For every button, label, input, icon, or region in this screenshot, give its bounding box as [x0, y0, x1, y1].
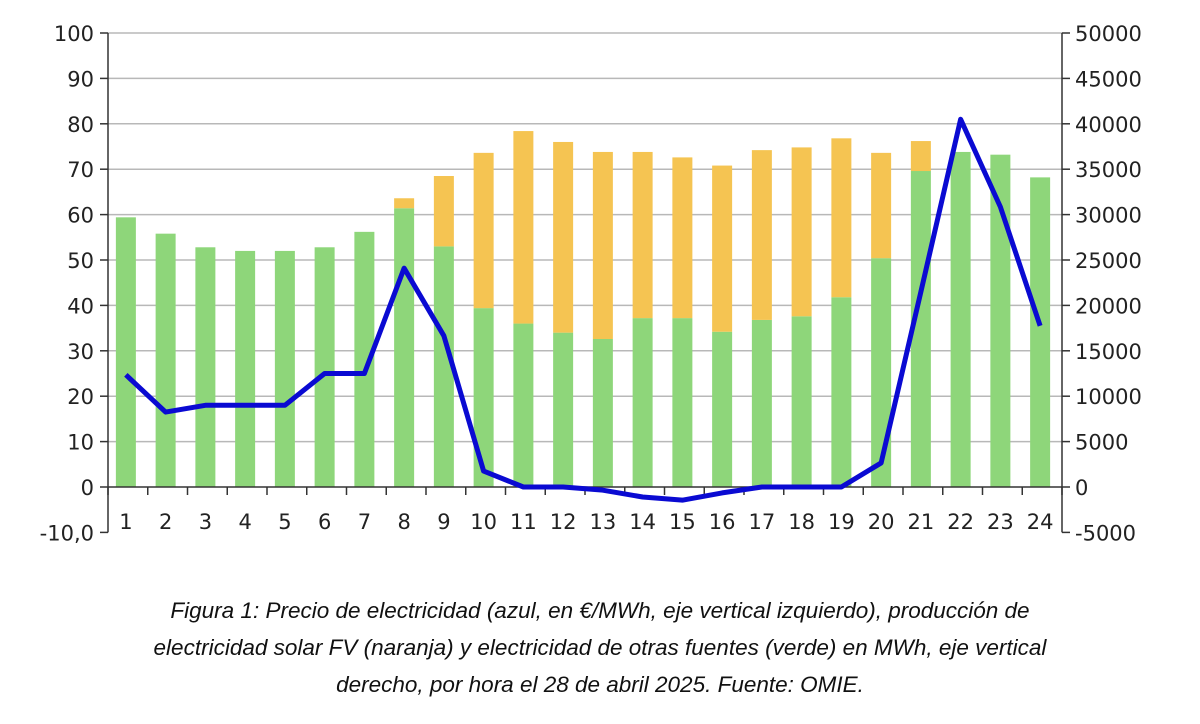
bar-solar: [672, 157, 693, 319]
x-tick-label: 3: [199, 510, 212, 534]
bar-other-sources: [195, 247, 216, 487]
left-tick-label: 60: [67, 204, 94, 228]
bar-other-sources: [910, 171, 931, 488]
x-tick-label: 19: [828, 510, 855, 534]
bar-solar: [712, 165, 733, 332]
x-tick-label: 4: [238, 510, 251, 534]
bar-solar: [751, 150, 772, 320]
right-tick-label: 10000: [1075, 385, 1142, 409]
x-tick-label: 1: [119, 510, 132, 534]
bar-other-sources: [791, 316, 812, 487]
x-tick-label: 7: [358, 510, 371, 534]
right-tick-label: 35000: [1075, 158, 1142, 182]
bar-other-sources: [592, 338, 613, 487]
bar-other-sources: [274, 250, 295, 487]
x-tick-label: 15: [669, 510, 696, 534]
bar-other-sources: [473, 308, 494, 487]
bar-other-sources: [950, 151, 971, 487]
bar-solar: [871, 152, 892, 259]
x-tick-label: 8: [397, 510, 410, 534]
x-tick-label: 13: [590, 510, 617, 534]
bar-solar: [592, 151, 613, 339]
x-tick-label: 23: [987, 510, 1014, 534]
x-tick-label: 11: [510, 510, 537, 534]
left-tick-label: 10: [67, 431, 94, 455]
bar-solar: [632, 151, 653, 319]
x-tick-label: 12: [550, 510, 577, 534]
x-tick-label: 5: [278, 510, 291, 534]
bar-other-sources: [1030, 177, 1051, 487]
chart: -10,0 0 10 20 30 40 50 60 70 80 90 100 -5000 0 5000 100…: [40, 22, 1142, 545]
caption-line-3: derecho, por hora el 28 de abril 2025. F…: [336, 672, 864, 697]
bar-solar: [791, 147, 812, 317]
x-tick-label: 6: [318, 510, 331, 534]
right-tick-label: -5000: [1075, 521, 1136, 545]
left-tick-label: 30: [67, 340, 94, 364]
x-tick-label: 17: [749, 510, 776, 534]
bar-solar: [831, 138, 852, 298]
right-tick-label: 5000: [1075, 431, 1128, 455]
x-tick-label: 10: [470, 510, 497, 534]
bar-solar: [433, 176, 454, 247]
caption-line-1: Figura 1: Precio de electricidad (azul, …: [170, 598, 1030, 623]
x-tick-label: 2: [159, 510, 172, 534]
bar-other-sources: [553, 332, 574, 487]
left-tick-label: 40: [67, 294, 94, 318]
bar-solar: [910, 141, 931, 172]
x-tick-label: 20: [868, 510, 895, 534]
left-tick-label: 50: [67, 249, 94, 273]
bar-other-sources: [751, 319, 772, 487]
bar-other-sources: [990, 154, 1011, 487]
caption-line-2: electricidad solar FV (naranja) y electr…: [153, 635, 1047, 660]
left-tick-label: 100: [54, 22, 94, 46]
x-tick-label: 24: [1027, 510, 1054, 534]
x-tick-label: 9: [437, 510, 450, 534]
right-tick-label: 40000: [1075, 113, 1142, 137]
right-tick-label: 30000: [1075, 204, 1142, 228]
bar-other-sources: [354, 231, 375, 487]
left-tick-label: 70: [67, 158, 94, 182]
right-tick-label: 45000: [1075, 67, 1142, 91]
bar-solar: [553, 141, 574, 333]
left-tick-label: 20: [67, 385, 94, 409]
x-tick-label: 22: [947, 510, 974, 534]
bar-other-sources: [394, 208, 415, 487]
bar-other-sources: [632, 318, 653, 487]
bar-solar: [473, 152, 494, 309]
x-tick-label: 16: [709, 510, 736, 534]
bar-other-sources: [433, 246, 454, 487]
x-tick-label: 14: [629, 510, 656, 534]
price-line: [124, 116, 1043, 503]
bar-other-sources: [672, 318, 693, 487]
left-tick-label: 90: [67, 67, 94, 91]
right-tick-label: 50000: [1075, 22, 1142, 46]
x-tick-label: 18: [788, 510, 815, 534]
x-tick-label: 21: [908, 510, 935, 534]
left-tick-label: -10,0: [40, 521, 94, 545]
right-tick-label: 20000: [1075, 294, 1142, 318]
figure-caption: Figura 1: Precio de electricidad (azul, …: [0, 592, 1200, 703]
bar-other-sources: [115, 217, 136, 487]
bar-solar: [513, 131, 534, 324]
bar-other-sources: [712, 331, 733, 487]
right-tick-label: 25000: [1075, 249, 1142, 273]
bar-other-sources: [314, 247, 335, 487]
bar-solar: [394, 198, 415, 209]
bar-other-sources: [871, 258, 892, 487]
left-tick-label: 0: [81, 476, 94, 500]
left-tick-label: 80: [67, 113, 94, 137]
bar-other-sources: [831, 297, 852, 487]
bar-other-sources: [235, 250, 256, 487]
bar-other-sources: [513, 323, 534, 487]
right-tick-label: 0: [1075, 476, 1088, 500]
bar-other-sources: [155, 233, 176, 487]
right-tick-label: 15000: [1075, 340, 1142, 364]
